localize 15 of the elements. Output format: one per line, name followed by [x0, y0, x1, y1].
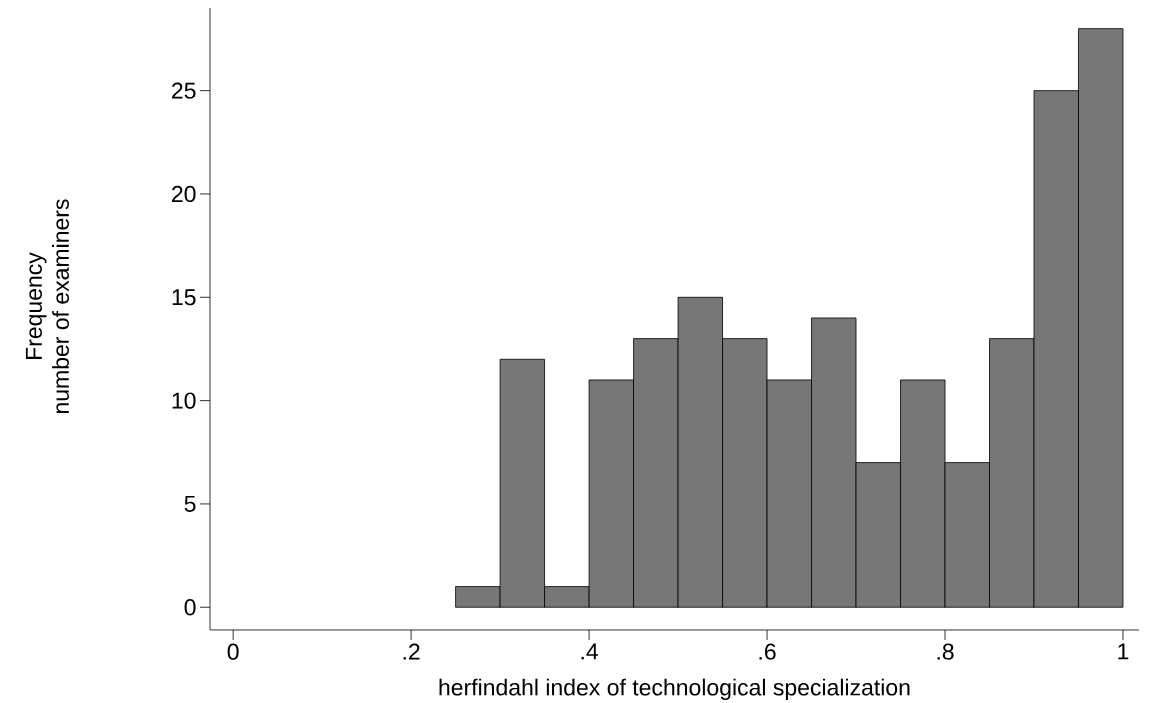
x-tick-label: .2 [403, 643, 420, 660]
y-tick-label: 0 [184, 599, 196, 616]
y-tick-label: 5 [184, 495, 196, 512]
x-tick-label: .8 [937, 643, 954, 660]
text: number of examiners [52, 199, 69, 414]
x-tick-label: .4 [581, 643, 598, 660]
text: Frequency [25, 252, 47, 359]
x-axis-title: herfindahl index of technological specialization [439, 678, 910, 701]
y-tick-label: 15 [172, 289, 196, 306]
x-tick-label: 0 [227, 643, 239, 660]
y-tick-label: 20 [172, 185, 196, 203]
y-tick-label: 10 [172, 392, 196, 409]
y-tick-label: 25 [172, 82, 196, 99]
x-tick-label: .6 [759, 643, 776, 660]
x-tick-label: 1 [1118, 643, 1129, 660]
